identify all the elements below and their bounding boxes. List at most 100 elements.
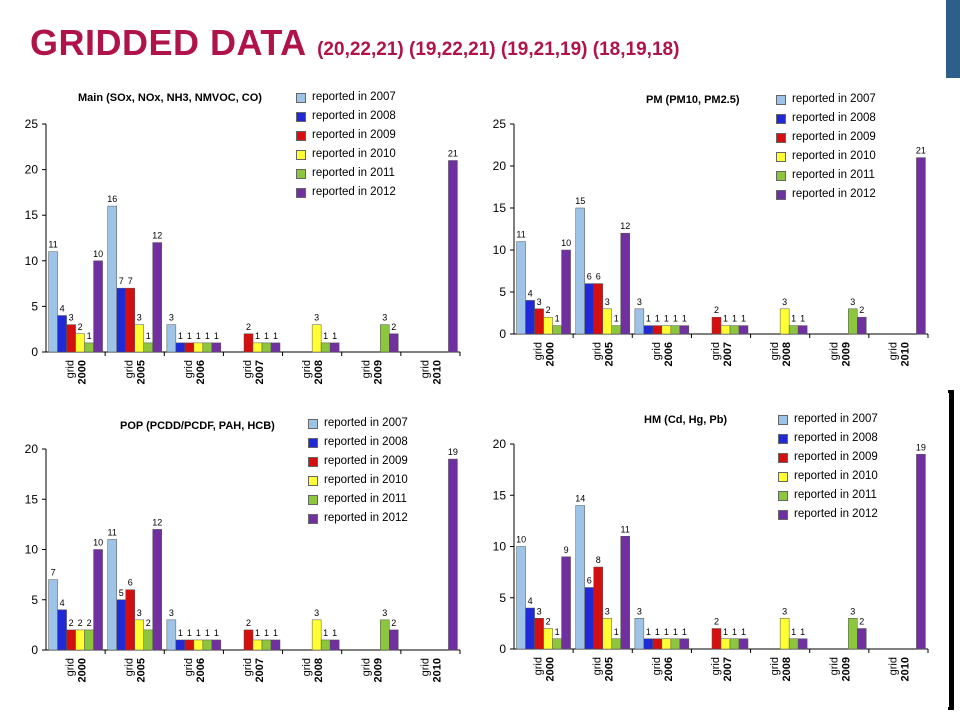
bar	[738, 325, 749, 335]
legend-label: reported in 2007	[792, 93, 876, 105]
svg-text:2000: 2000	[77, 360, 89, 384]
bar-data-label: 8	[596, 555, 601, 565]
x-tick-label: grid 2008	[769, 657, 793, 681]
svg-text:grid: grid	[419, 360, 431, 378]
bar	[679, 638, 690, 650]
bar-data-label: 1	[682, 627, 687, 637]
svg-text:grid: grid	[651, 657, 663, 675]
bar-data-label: 3	[314, 313, 319, 323]
y-tick-label: 20	[25, 442, 39, 456]
bar-data-label: 7	[51, 568, 56, 578]
svg-text:grid: grid	[124, 360, 136, 378]
x-tick-label: grid 2007	[242, 360, 266, 384]
bar-data-label: 12	[152, 231, 162, 241]
legend-item: reported in 2012	[308, 509, 408, 528]
bar	[389, 333, 399, 353]
bar	[84, 629, 94, 651]
bar-data-label: 3	[850, 297, 855, 307]
svg-text:2007: 2007	[722, 657, 734, 681]
legend-label: reported in 2011	[312, 167, 395, 179]
bar	[670, 325, 681, 335]
bar-data-label: 19	[448, 447, 458, 457]
bar	[848, 618, 858, 650]
bar-data-label: 2	[78, 618, 83, 628]
bar	[193, 342, 204, 353]
bar-data-label: 1	[732, 627, 737, 637]
svg-text:grid: grid	[533, 342, 545, 360]
bar	[561, 249, 571, 335]
bar	[584, 587, 594, 650]
bar	[48, 251, 58, 353]
bar	[75, 629, 85, 651]
bar	[152, 242, 162, 353]
svg-text:grid: grid	[301, 658, 313, 676]
legend-label: reported in 2008	[794, 432, 878, 444]
svg-text:grid: grid	[769, 342, 781, 360]
chart-pm: 0 5 10 15 20 25 11 4 3 2 1 10 grid 2000 15 6 6 3 1 12 grid 20…	[478, 82, 948, 387]
x-tick-label: grid 2005	[124, 658, 148, 682]
bar	[575, 207, 585, 335]
bar	[389, 629, 399, 651]
y-tick-label: 15	[25, 492, 39, 506]
bar-data-label: 3	[69, 313, 74, 323]
bar	[643, 638, 654, 650]
bar	[75, 333, 85, 353]
x-tick-label: grid 2009	[828, 657, 852, 681]
bar	[93, 260, 103, 353]
legend-swatch	[778, 414, 788, 425]
x-tick-label: grid 2000	[533, 342, 557, 366]
bar-data-label: 2	[714, 305, 719, 315]
bar-data-label: 1	[791, 627, 796, 637]
svg-text:grid: grid	[887, 342, 899, 360]
svg-text:grid: grid	[419, 658, 431, 676]
legend-swatch	[776, 94, 786, 105]
y-tick-label: 15	[493, 201, 507, 215]
legend-swatch	[778, 433, 788, 444]
legend-label: reported in 2012	[794, 508, 878, 520]
bar	[916, 454, 926, 650]
bar	[57, 315, 67, 353]
legend-swatch	[308, 494, 318, 505]
bar	[66, 324, 76, 353]
bar-data-label: 21	[448, 148, 458, 158]
bar	[202, 639, 213, 651]
bar-data-label: 3	[169, 313, 174, 323]
bar-data-label: 3	[782, 606, 787, 616]
bar	[729, 325, 740, 335]
side-bracket	[948, 390, 954, 710]
bar-data-label: 6	[596, 272, 601, 282]
svg-text:grid: grid	[242, 658, 254, 676]
y-tick-label: 10	[493, 540, 507, 554]
bar-data-label: 2	[714, 617, 719, 627]
legend-label: reported in 2010	[792, 150, 876, 162]
bar-data-label: 3	[314, 608, 319, 618]
y-tick-label: 15	[25, 208, 39, 222]
bar-data-label: 1	[332, 628, 337, 638]
legend-swatch	[308, 513, 318, 524]
bar	[211, 342, 222, 353]
svg-text:2007: 2007	[722, 342, 734, 366]
x-tick-label: grid 2006	[183, 360, 207, 384]
legend-label: reported in 2009	[792, 131, 876, 143]
x-tick-label: grid 2010	[887, 657, 911, 681]
svg-text:grid: grid	[710, 657, 722, 675]
bar-data-label: 5	[119, 588, 124, 598]
x-tick-label: grid 2006	[183, 658, 207, 682]
svg-text:2006: 2006	[195, 658, 207, 682]
bar-data-label: 10	[93, 249, 103, 259]
legend-swatch	[296, 92, 306, 103]
svg-text:2006: 2006	[195, 360, 207, 384]
bar	[711, 316, 722, 335]
y-tick-label: 10	[25, 254, 39, 268]
chart-hm: 0 5 10 15 20 10 4 3 2 1 9 grid 2000 14 6 8 3 1 11 grid 2005 3…	[478, 404, 948, 709]
bar-data-label: 1	[264, 331, 269, 341]
bar-data-label: 1	[264, 628, 269, 638]
legend-item: reported in 2008	[776, 109, 876, 128]
bar	[329, 342, 340, 353]
bar-data-label: 3	[382, 313, 387, 323]
legend-swatch	[296, 168, 306, 179]
legend-label: reported in 2009	[312, 129, 396, 141]
x-tick-label: grid 2008	[301, 360, 325, 384]
bar-data-label: 4	[60, 598, 65, 608]
